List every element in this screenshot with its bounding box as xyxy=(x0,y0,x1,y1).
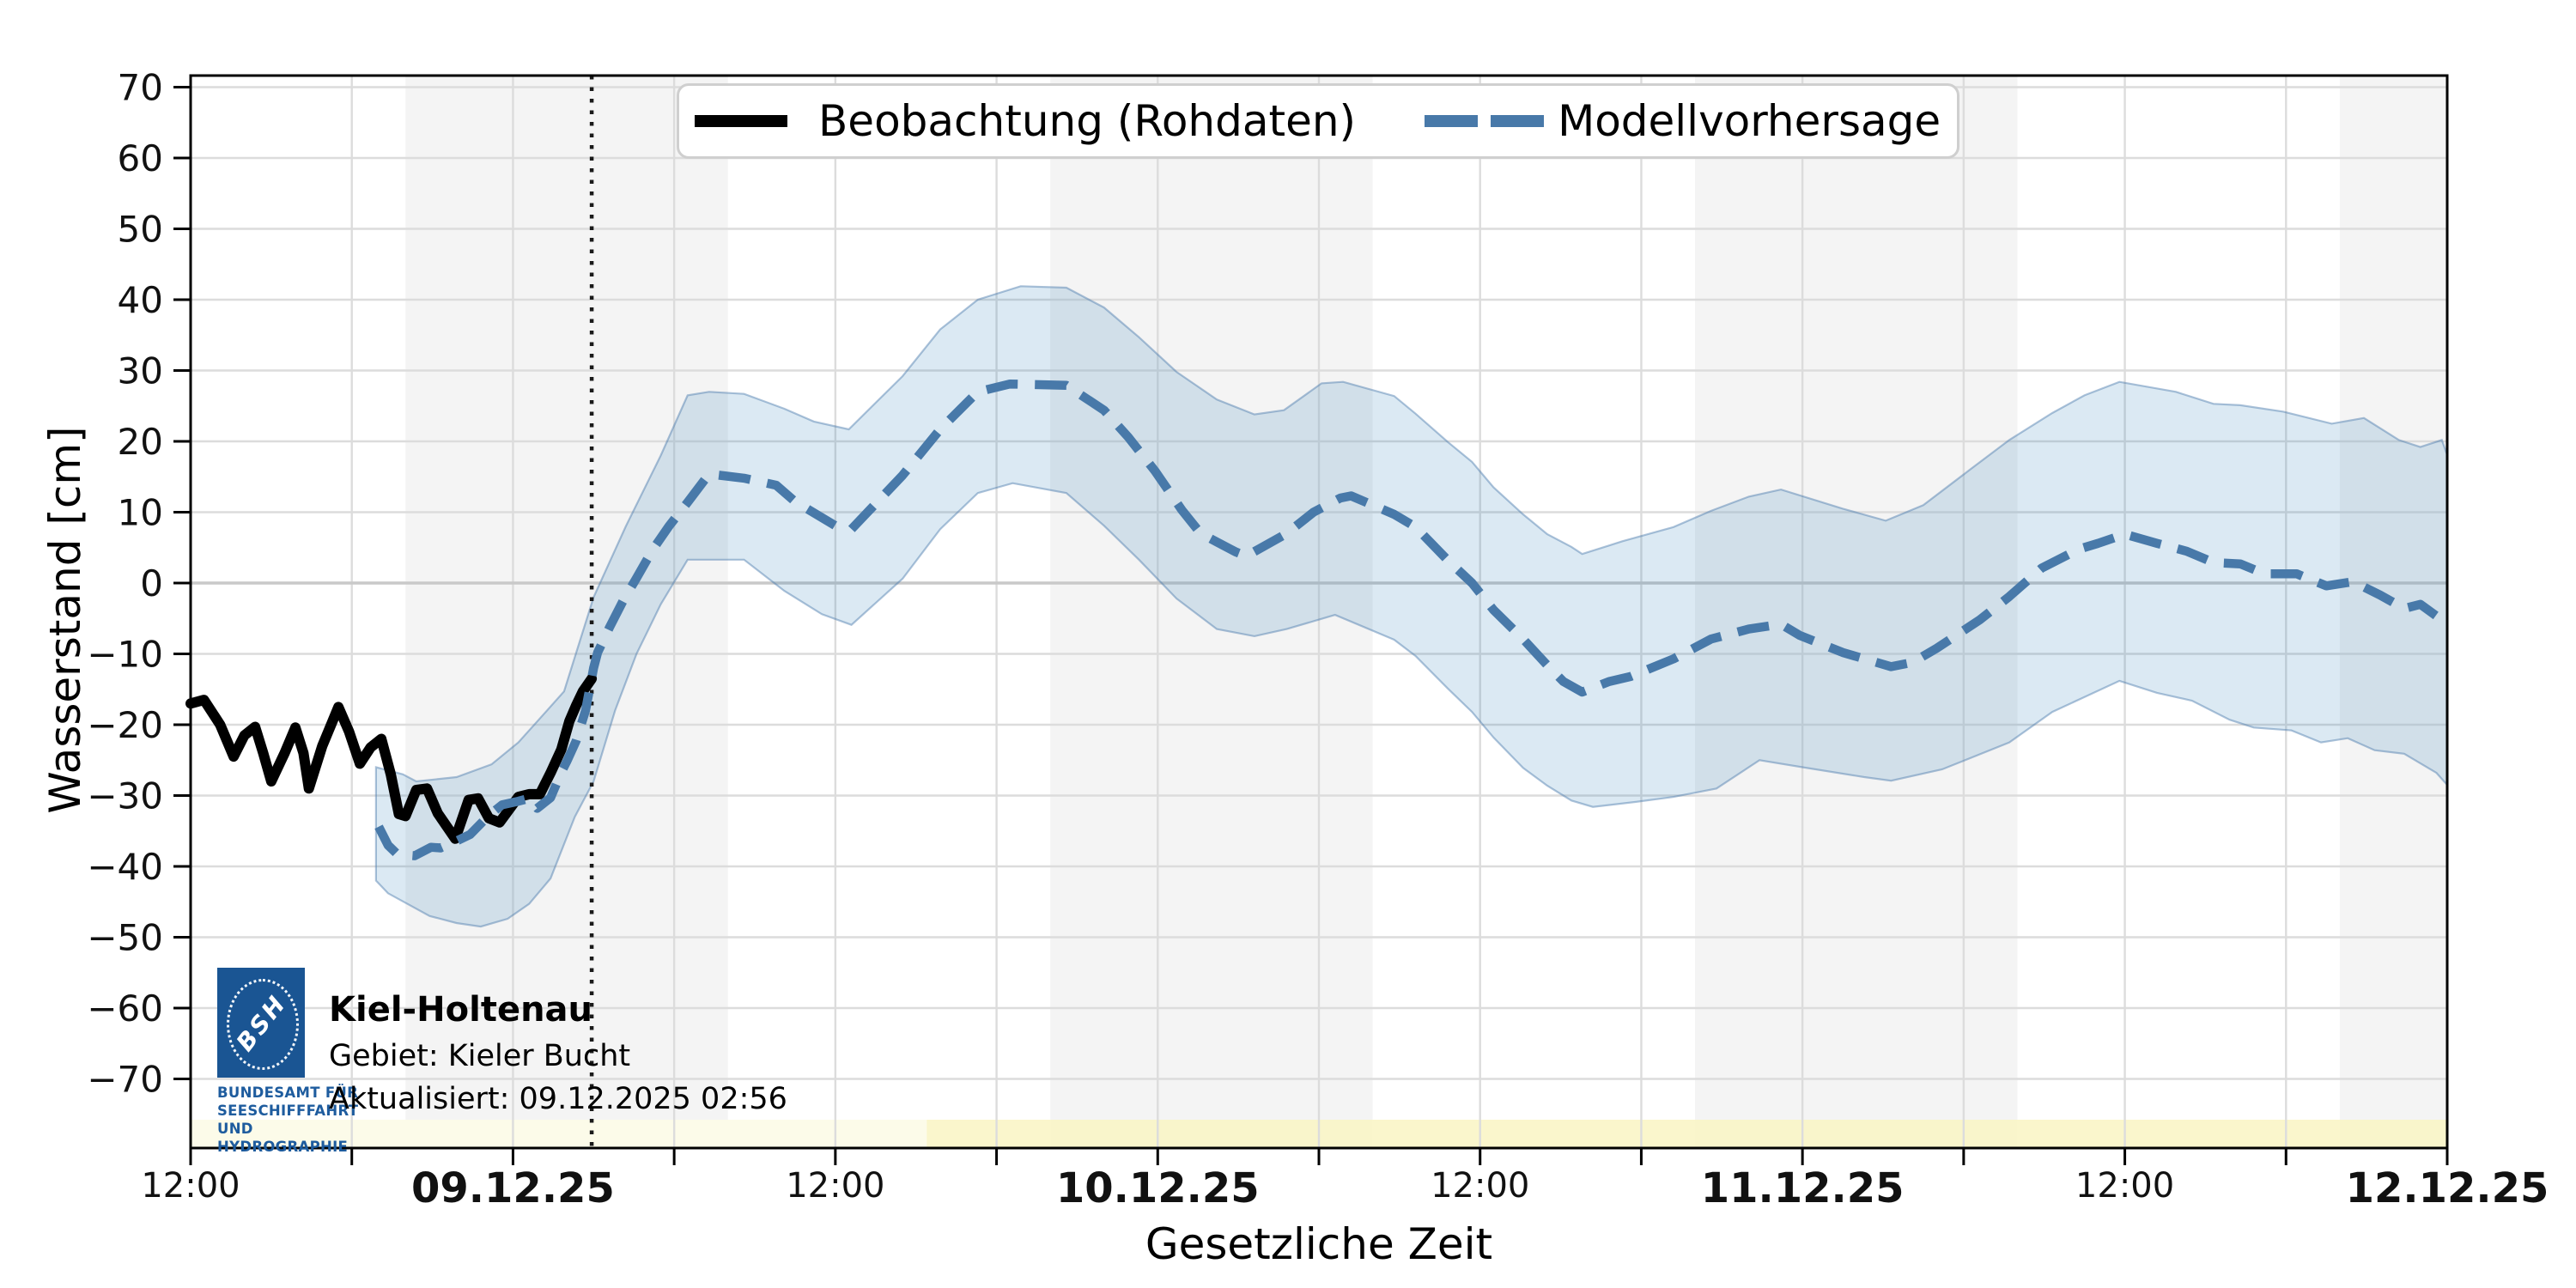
legend-observation-label: Beobachtung (Rohdaten) xyxy=(818,96,1357,146)
bsh-logo-caption: BUNDESAMT FÜR SEESCHIFFFAHRT UND HYDROGRAPH… xyxy=(217,1084,359,1155)
svg-text:70: 70 xyxy=(118,67,163,109)
svg-text:11.12.25: 11.12.25 xyxy=(1701,1164,1905,1212)
bsh-logo-box: BSH xyxy=(217,968,305,1078)
legend-forecast-dash-sample xyxy=(1425,115,1545,127)
svg-text:−40: −40 xyxy=(87,846,163,888)
svg-text:30: 30 xyxy=(118,350,163,392)
legend-observation-line-sample xyxy=(695,115,787,127)
svg-text:12:00: 12:00 xyxy=(786,1166,884,1206)
svg-text:−10: −10 xyxy=(87,634,163,676)
svg-text:−60: −60 xyxy=(87,987,163,1030)
svg-text:−30: −30 xyxy=(87,775,163,817)
svg-text:40: 40 xyxy=(118,279,163,321)
bsh-logo-dotted-ellipse xyxy=(227,979,299,1070)
legend-forecast-label: Modellvorhersage xyxy=(1558,96,1941,146)
svg-text:12:00: 12:00 xyxy=(141,1166,240,1206)
svg-text:12:00: 12:00 xyxy=(2075,1166,2174,1206)
station-info: Kiel-Holtenau Gebiet: Kieler Bucht Aktua… xyxy=(329,993,787,1115)
y-axis-label: Wasserstand [cm] xyxy=(40,426,90,814)
svg-text:0: 0 xyxy=(140,562,163,605)
svg-text:50: 50 xyxy=(118,209,163,251)
svg-text:12.12.25: 12.12.25 xyxy=(2346,1164,2549,1212)
station-updated-timestamp: Aktualisiert: 09.12.2025 02:56 xyxy=(329,1082,787,1116)
svg-text:12:00: 12:00 xyxy=(1431,1166,1529,1206)
svg-text:20: 20 xyxy=(118,421,163,463)
svg-text:09.12.25: 09.12.25 xyxy=(411,1164,615,1212)
station-name: Kiel-Holtenau xyxy=(329,990,593,1030)
bsh-logo: BSH BUNDESAMT FÜR SEESCHIFFFAHRT UND HYDROG… xyxy=(217,968,358,1156)
svg-text:10.12.25: 10.12.25 xyxy=(1056,1164,1260,1212)
svg-text:−50: −50 xyxy=(87,917,163,959)
legend: Beobachtung (Rohdaten) Modellvorhersage xyxy=(677,83,1959,159)
station-area: Gebiet: Kieler Bucht xyxy=(329,1039,631,1073)
svg-text:60: 60 xyxy=(118,137,163,179)
svg-text:−20: −20 xyxy=(87,704,163,746)
svg-text:−70: −70 xyxy=(87,1059,163,1101)
x-axis-label: Gesetzliche Zeit xyxy=(1145,1219,1493,1269)
svg-text:10: 10 xyxy=(118,492,163,534)
